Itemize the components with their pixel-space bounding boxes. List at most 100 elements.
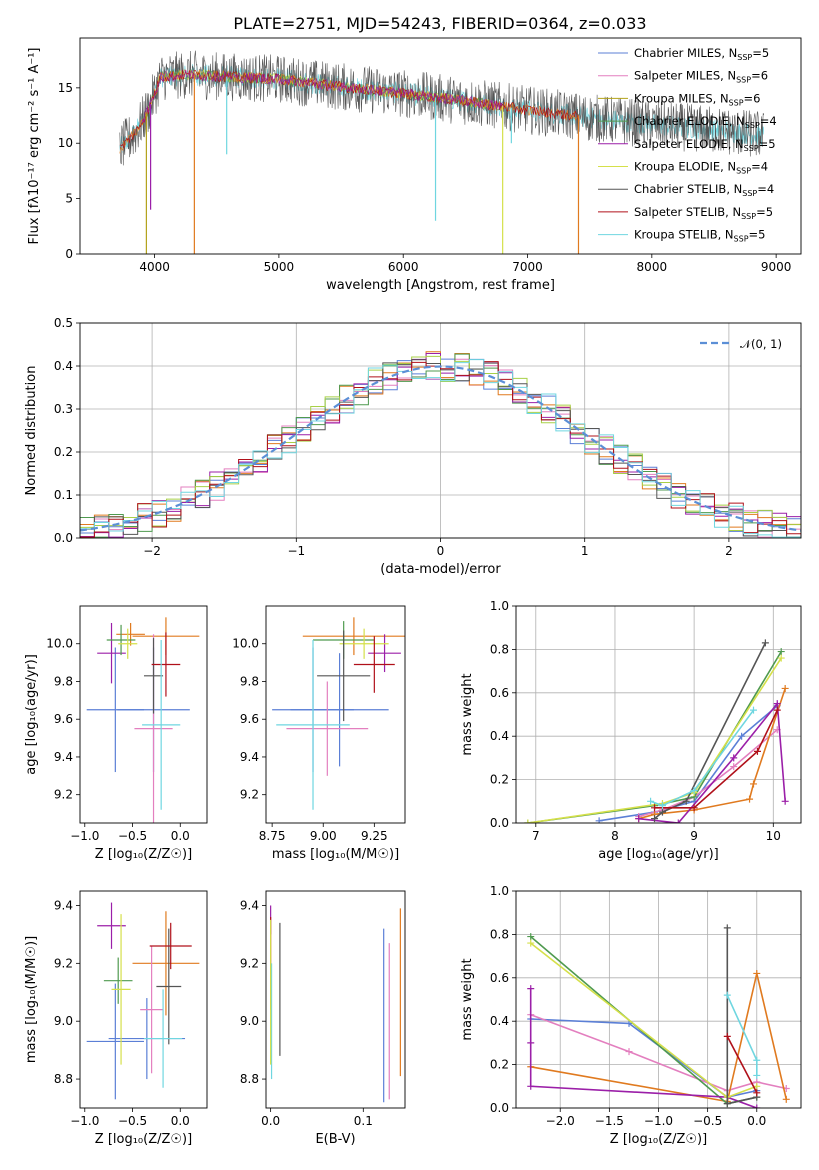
- y-tick-label: 9.2: [240, 788, 259, 802]
- histogram-group: [80, 351, 801, 538]
- weight-marker: [682, 797, 690, 805]
- y-tick-label: 5: [65, 192, 73, 206]
- x-tick-label: 0: [437, 544, 445, 558]
- weight-marker: [674, 819, 682, 823]
- legend-label: Kroupa MILES, NSSP=6: [634, 91, 760, 107]
- weight_vs_Z-frame: [515, 890, 802, 1109]
- legend-label: Salpeter MILES, NSSP=6: [634, 69, 768, 85]
- weight-line: [598, 705, 778, 822]
- weight-marker: [647, 797, 655, 805]
- y-tick-label: 8.8: [240, 1072, 259, 1086]
- x-tick-label: −1.5: [595, 1114, 624, 1128]
- x-tick-label: −2: [143, 544, 161, 558]
- weight_vs_age-ylabel: mass weight: [460, 673, 475, 755]
- weight-marker: [723, 1032, 731, 1040]
- y-tick-label: 9.2: [54, 956, 73, 970]
- x-tick-label: 4000: [139, 260, 170, 274]
- weight-line: [650, 709, 755, 807]
- y-tick-label: 0.2: [54, 445, 73, 459]
- weight-marker: [723, 1100, 731, 1108]
- weight-marker: [753, 1071, 761, 1079]
- x-tick-label: −1: [287, 544, 305, 558]
- x-tick-label: 9000: [761, 260, 792, 274]
- weight-marker: [527, 1039, 535, 1047]
- figure-title: PLATE=2751, MJD=54243, FIBERID=0364, z=0…: [233, 14, 646, 33]
- weight-marker: [651, 804, 659, 812]
- histogram-series: [80, 359, 801, 538]
- legend-label: Salpeter STELIB, NSSP=5: [634, 205, 773, 221]
- weight-marker: [750, 706, 757, 714]
- spectrum-axes: 4000 5000 6000 7000 8000 9000 0 5 10 15: [58, 81, 792, 274]
- x-tick-label: 9: [690, 829, 698, 843]
- weight-line: [527, 651, 782, 823]
- x-tick-label: 8: [611, 829, 619, 843]
- y-tick-label: 8.8: [54, 1072, 73, 1086]
- weight-marker: [690, 804, 698, 812]
- weight_vs_age-xlabel: age [log₁₀(age/yr)]: [598, 847, 719, 862]
- mass_vs_EBV-axes: 0.0 0.1 8.8 9.0 9.2 9.4: [240, 898, 373, 1128]
- weight-marker: [527, 985, 535, 993]
- weight_vs_age-axes: 7 8 9 10 0.0 0.2 0.4 0.6 0.8 1.0: [490, 599, 801, 843]
- y-tick-label: 0.0: [490, 816, 509, 830]
- y-tick-label: 0.4: [490, 729, 509, 743]
- legend-label-sub: SSP: [736, 167, 751, 176]
- x-tick-label: 8000: [637, 260, 668, 274]
- plots-group: 4000 5000 6000 7000 8000 9000051015wavelength…: [24, 37, 802, 1147]
- legend-label-suffix: =5: [759, 137, 776, 151]
- x-tick-label: 0.0: [261, 1114, 280, 1128]
- legend-label-suffix: =6: [751, 69, 768, 83]
- x-tick-label: 0.0: [747, 1114, 766, 1128]
- legend-label-sub: SSP: [741, 212, 756, 221]
- y-tick-label: 0.6: [490, 686, 509, 700]
- y-tick-label: 0.4: [54, 359, 73, 373]
- x-tick-label: 6000: [388, 260, 419, 274]
- weight-marker: [777, 648, 785, 656]
- legend-label-suffix: =4: [751, 160, 768, 174]
- weight-marker: [753, 1104, 761, 1108]
- weight-marker: [723, 924, 731, 932]
- spectrum-series-group: [119, 50, 764, 254]
- weight-marker: [781, 797, 789, 805]
- weight-marker: [690, 786, 698, 794]
- y-tick-label: 10.0: [46, 637, 73, 651]
- y-tick-label: 9.8: [240, 674, 259, 688]
- weight-line: [726, 927, 757, 1105]
- y-tick-label: 9.2: [240, 956, 259, 970]
- legend-label-suffix: =5: [752, 46, 769, 60]
- weight-marker: [753, 747, 761, 755]
- weight-marker: [730, 754, 738, 762]
- legend-label-main: Salpeter MILES, N: [634, 69, 736, 83]
- y-tick-label: 0.0: [54, 531, 73, 545]
- weight-marker: [635, 815, 643, 823]
- weight-line: [529, 988, 758, 1108]
- legend-label-suffix: =4: [760, 114, 777, 128]
- y-tick-label: 0.8: [490, 642, 509, 656]
- x-tick-label: −0.5: [118, 1114, 147, 1128]
- legend-label-sub: SSP: [736, 76, 751, 85]
- y-tick-label: 0.2: [490, 1058, 509, 1072]
- mass_vs_Z-xlabel: Z [log₁₀(Z/Z☉)]: [95, 1132, 192, 1147]
- legend-label-suffix: =4: [757, 182, 774, 196]
- y-tick-label: 0: [65, 247, 73, 261]
- x-tick-label: −2.0: [546, 1114, 575, 1128]
- spectrum-xlabel: wavelength [Angstrom, rest frame]: [326, 278, 555, 293]
- weight_vs_Z-ylabel: mass weight: [460, 958, 475, 1040]
- y-tick-label: 10: [58, 136, 73, 150]
- legend-label-suffix: =5: [756, 205, 773, 219]
- legend-label: Chabrier ELODIE, NSSP=4: [634, 114, 777, 130]
- x-tick-label: −0.5: [693, 1114, 722, 1128]
- y-tick-label: 0.4: [490, 1014, 509, 1028]
- y-tick-label: 9.4: [54, 898, 73, 912]
- legend-label: Kroupa STELIB, NSSP=5: [634, 228, 765, 244]
- legend-label-sub: SSP: [737, 53, 752, 62]
- weight-marker: [651, 815, 659, 823]
- weight-marker: [730, 763, 738, 771]
- weight-marker: [753, 969, 761, 977]
- weight-line: [726, 1036, 758, 1094]
- legend-label-main: Salpeter ELODIE, N: [634, 137, 744, 151]
- weight-line: [530, 973, 788, 1103]
- x-tick-label: 2: [725, 544, 733, 558]
- y-tick-label: 0.1: [54, 488, 73, 502]
- y-tick-label: 0.3: [54, 402, 73, 416]
- x-tick-label: 1: [581, 544, 589, 558]
